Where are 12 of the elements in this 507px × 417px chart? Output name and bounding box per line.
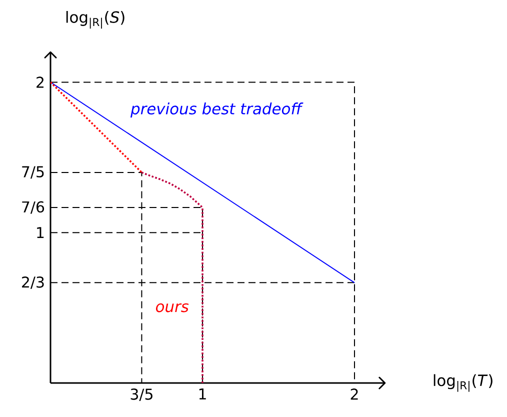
y-tick-label: 1 — [37, 227, 44, 238]
x-tick-label: 2 — [350, 388, 358, 400]
series-label: previous best tradeoff — [130, 102, 304, 118]
text: ours — [156, 303, 189, 312]
y-tick-label: 7/5 — [22, 166, 44, 179]
x-axis-title: log$_{|R|}$(T) — [434, 374, 492, 392]
y-tick-label: 7/6 — [22, 201, 44, 214]
y-tick-label: 2 — [36, 76, 44, 88]
y-tick-label: 2/3 — [22, 276, 44, 289]
x-tick-label: 1 — [199, 388, 206, 400]
y-axis-title: log$_{|R|}$(S) — [66, 10, 124, 29]
x-tick-label: 3/5 — [130, 388, 152, 401]
